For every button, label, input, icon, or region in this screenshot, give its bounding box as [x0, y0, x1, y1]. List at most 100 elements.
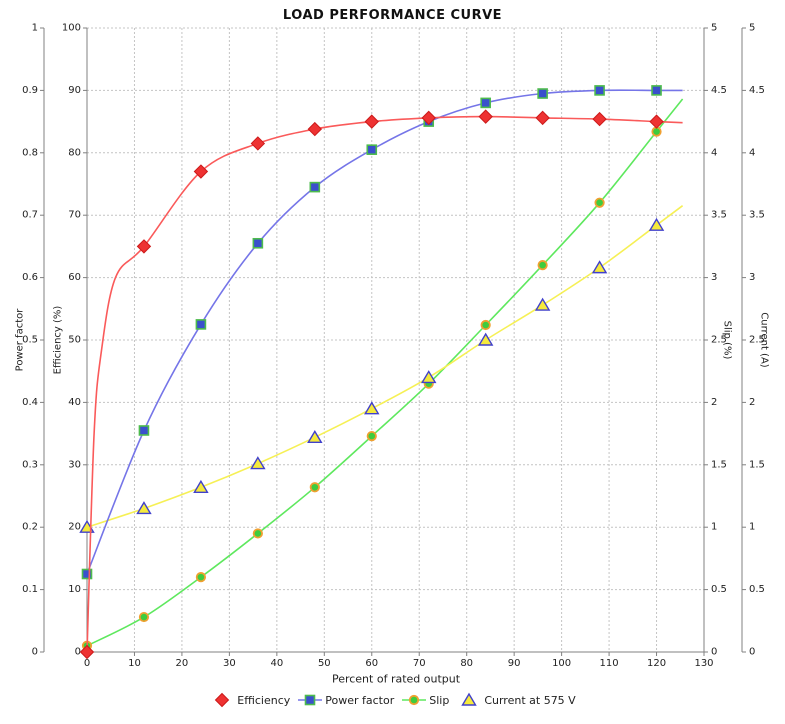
tick-label: 60: [68, 272, 81, 283]
tick-label: 80: [460, 658, 473, 669]
tick-label: 10: [68, 584, 81, 595]
tick-label: 90: [68, 85, 81, 96]
marker-efficiency: [649, 114, 664, 129]
marker-current-at-575-v: [364, 401, 380, 415]
tick-label: 1.5: [711, 459, 727, 470]
y-axis-current: 0 0.5 1 1.5 2 2.5 3 3.5 4 4.5 5: [741, 23, 765, 658]
tick-label: 130: [694, 658, 713, 669]
tick-label: 120: [647, 658, 666, 669]
tick-label: 0.4: [22, 397, 38, 408]
marker-efficiency: [535, 110, 550, 126]
marker-slip: [480, 319, 491, 331]
legend-label: Efficiency: [237, 693, 291, 707]
marker-efficiency: [250, 136, 266, 151]
marker-power-factor: [651, 85, 662, 96]
marker-power-factor: [537, 88, 548, 99]
legend-item-current-at-575-v: Current at 575 V: [456, 692, 576, 708]
legend-item-power-factor: Power factor: [297, 692, 394, 708]
marker-efficiency: [136, 239, 152, 254]
tick-label: 110: [600, 658, 619, 669]
marker-slip: [309, 482, 320, 493]
tick-label: 5: [749, 23, 755, 34]
square-legend-marker-icon: [298, 694, 323, 706]
legend-marker-shape: [409, 694, 420, 706]
marker-slip: [594, 197, 605, 208]
marker-efficiency: [421, 110, 436, 126]
series-power-factor: [81, 85, 683, 580]
legend-marker-shape: [215, 692, 230, 708]
marker-power-factor: [594, 85, 605, 96]
marker-current-at-575-v: [420, 370, 437, 384]
tick-label: 0.8: [22, 147, 38, 158]
tick-label: 0.2: [22, 522, 38, 533]
marker-efficiency: [193, 164, 209, 179]
marker-slip: [138, 611, 150, 623]
tick-label: 0: [749, 647, 755, 658]
legend-label: Slip: [429, 693, 450, 707]
tick-label: 100: [552, 658, 571, 669]
marker-slip: [537, 260, 548, 271]
tick-label: 1.5: [749, 459, 765, 470]
tick-label: 2: [749, 397, 755, 408]
tick-label: 0.9: [22, 85, 38, 96]
marker-current-at-575-v: [477, 332, 494, 346]
tick-label: 30: [223, 658, 236, 669]
tick-label: 0.1: [22, 584, 38, 595]
tick-label: 0: [32, 647, 38, 658]
legend-item-slip: Slip: [401, 692, 449, 708]
tick-label: 3: [749, 272, 755, 283]
diamond-legend-marker-icon: [215, 692, 230, 708]
tick-label: 2: [711, 397, 717, 408]
tick-label: 0: [75, 647, 81, 658]
x-axis-title: Percent of rated output: [331, 672, 461, 686]
tick-label: 4: [749, 147, 755, 158]
power-factor-axis-title: Power factor: [14, 308, 26, 372]
circle-legend-marker-icon: [402, 694, 427, 706]
chart-title: LOAD PERFORMANCE CURVE: [282, 8, 503, 23]
tick-label: 90: [508, 658, 521, 669]
tick-label: 3.5: [749, 210, 765, 221]
tick-label: 20: [68, 522, 81, 533]
tick-label: 3.5: [711, 210, 727, 221]
marker-power-factor: [480, 97, 491, 109]
tick-label: 0: [711, 647, 717, 658]
legend: Efficiency Power factor Slip Current at 575…: [0, 692, 785, 708]
tick-label: 0.3: [22, 459, 38, 470]
triangle-legend-marker-icon: [461, 692, 478, 706]
marker-power-factor: [138, 425, 150, 436]
legend-item-efficiency: Efficiency: [209, 692, 290, 708]
marker-efficiency: [364, 114, 379, 129]
tick-label: 70: [68, 210, 81, 221]
tick-label: 100: [62, 23, 81, 34]
legend-label: Power factor: [325, 693, 395, 707]
marker-power-factor: [195, 319, 207, 330]
tick-label: 20: [176, 658, 189, 669]
tick-label: 80: [68, 147, 81, 158]
series-line-efficiency: [86, 115, 683, 653]
tick-label: 0.6: [22, 272, 38, 283]
tick-label: 4.5: [711, 85, 727, 96]
tick-label: 4.5: [749, 85, 765, 96]
tick-label: 2.5: [711, 335, 727, 346]
y-axis-slip: 0 0.5 1 1.5 2 2.5 3 3.5 4 4.5 5: [703, 23, 727, 658]
tick-label: 0: [84, 658, 90, 669]
marker-efficiency: [478, 109, 493, 124]
gridlines: [86, 27, 705, 653]
marker-efficiency: [592, 111, 607, 127]
marker-power-factor: [252, 237, 264, 249]
marker-current-at-575-v: [193, 479, 209, 493]
legend-marker-shape: [304, 694, 316, 706]
tick-label: 30: [68, 459, 81, 470]
marker-efficiency: [79, 644, 95, 660]
series-line-power-factor: [86, 89, 683, 575]
tick-label: 0.5: [22, 335, 38, 346]
tick-label: 4: [711, 147, 717, 158]
tick-label: 1: [32, 23, 38, 34]
tick-label: 0.7: [22, 210, 38, 221]
y-axis-efficiency: 0 10 20 30 40 50 60 70 80 90 100: [62, 23, 88, 658]
marker-power-factor: [81, 568, 93, 580]
marker-current-at-575-v: [534, 297, 551, 311]
slip-axis-title: Slip (%): [721, 320, 733, 360]
